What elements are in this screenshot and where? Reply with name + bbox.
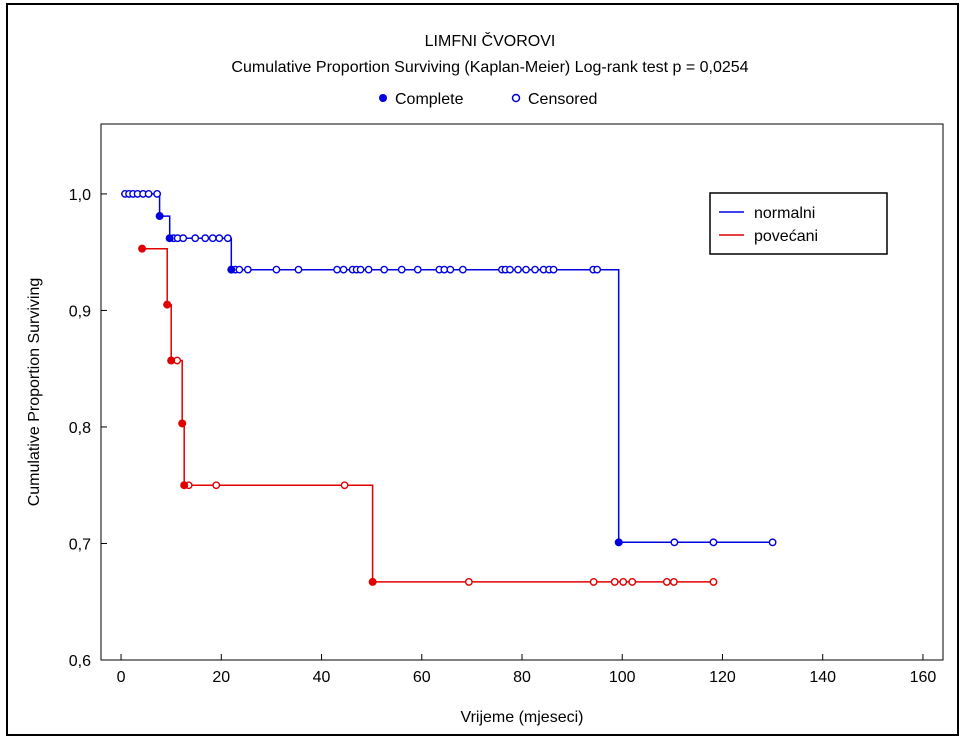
series-legend-box bbox=[709, 192, 888, 255]
complete-point-povecani bbox=[178, 419, 187, 428]
y-tick-label: 0,7 bbox=[69, 536, 91, 553]
censored-point-normalni bbox=[413, 265, 422, 274]
censored-point-normalni bbox=[380, 265, 389, 274]
complete-point-povecani bbox=[368, 577, 377, 586]
censored-point-normalni bbox=[593, 265, 602, 274]
censored-point-normalni bbox=[397, 265, 406, 274]
censored-point-normalni bbox=[243, 265, 252, 274]
legend-povecani-label: povećani bbox=[754, 228, 818, 245]
x-tick-label: 120 bbox=[709, 669, 736, 686]
censored-point-normalni bbox=[235, 265, 244, 274]
x-tick-label: 160 bbox=[910, 669, 937, 686]
x-tick-label: 80 bbox=[513, 669, 531, 686]
censored-point-normalni bbox=[144, 190, 153, 198]
censored-point-povecani bbox=[589, 578, 598, 586]
x-tick-label: 100 bbox=[609, 669, 636, 686]
censored-point-povecani bbox=[340, 481, 349, 490]
survival-curve-povecani bbox=[142, 247, 714, 583]
complete-point-normalni bbox=[165, 234, 174, 243]
complete-point-normalni bbox=[155, 212, 164, 221]
censored-point-normalni bbox=[531, 265, 539, 274]
chart-subtitle: Cumulative Proportion Surviving (Kaplan-… bbox=[231, 59, 748, 76]
censored-legend-label: Censored bbox=[528, 91, 597, 108]
complete-point-normalni bbox=[227, 265, 236, 274]
x-tick-label: 140 bbox=[809, 669, 836, 686]
chart-title: LIMFNI ČVOROVI bbox=[425, 31, 556, 50]
censored-point-povecani bbox=[212, 481, 221, 490]
censored-point-normalni bbox=[768, 538, 777, 547]
plot-series bbox=[121, 190, 777, 586]
y-axis-label: Cumulative Proportion Surviving bbox=[26, 278, 43, 507]
censored-point-normalni bbox=[364, 265, 373, 274]
censored-point-normalni bbox=[333, 265, 341, 274]
x-tick-label: 60 bbox=[413, 669, 431, 686]
x-axis: 0 20 40 60 80 100 120 140 160 bbox=[117, 654, 937, 686]
censored-point-normalni bbox=[223, 234, 232, 243]
marker-legend: Complete Censored bbox=[379, 91, 597, 108]
censored-point-povecani bbox=[669, 578, 678, 586]
legend-normalni-label: normalni bbox=[754, 205, 815, 222]
censored-point-normalni bbox=[179, 234, 188, 243]
complete-point-povecani bbox=[180, 481, 189, 490]
censored-point-normalni bbox=[294, 265, 303, 274]
censored-point-povecani bbox=[610, 578, 619, 586]
series-legend: normalni povećani bbox=[709, 192, 888, 255]
censored-point-normalni bbox=[549, 265, 558, 274]
censored-point-povecani bbox=[662, 578, 671, 586]
x-tick-label: 0 bbox=[117, 669, 126, 686]
y-tick-label: 0,6 bbox=[69, 653, 91, 670]
censored-point-povecani bbox=[709, 578, 718, 586]
censored-point-normalni bbox=[514, 265, 522, 274]
y-axis: 0,6 0,7 0,8 0,9 1,0 bbox=[69, 187, 107, 670]
complete-marker-icon bbox=[379, 94, 387, 102]
complete-point-normalni bbox=[614, 538, 623, 547]
censored-point-normalni bbox=[208, 234, 217, 243]
censored-point-normalni bbox=[522, 265, 530, 274]
y-tick-label: 0,8 bbox=[69, 420, 91, 437]
complete-legend-label: Complete bbox=[395, 91, 464, 108]
censored-point-normalni bbox=[272, 265, 281, 274]
censored-point-normalni bbox=[670, 538, 679, 547]
censored-point-normalni bbox=[153, 190, 162, 198]
x-tick-label: 40 bbox=[313, 669, 331, 686]
y-tick-label: 1,0 bbox=[69, 187, 91, 204]
censored-point-povecani bbox=[464, 578, 473, 586]
x-axis-label: Vrijeme (mjeseci) bbox=[461, 709, 584, 726]
complete-point-povecani bbox=[163, 300, 172, 309]
censored-point-normalni bbox=[339, 265, 348, 274]
censored-point-normalni bbox=[191, 234, 200, 243]
censored-point-normalni bbox=[201, 234, 210, 243]
censored-point-normalni bbox=[215, 234, 224, 243]
censored-point-normalni bbox=[458, 265, 467, 274]
complete-point-povecani bbox=[138, 244, 147, 253]
y-tick-label: 0,9 bbox=[69, 303, 91, 320]
survival-curve-normalni bbox=[121, 193, 773, 544]
complete-point-povecani bbox=[167, 356, 176, 365]
censored-point-normalni bbox=[709, 538, 718, 547]
km-survival-chart: LIMFNI ČVOROVI Cumulative Proportion Sur… bbox=[26, 31, 944, 726]
censored-point-povecani bbox=[628, 578, 637, 586]
censored-marker-icon bbox=[511, 93, 521, 103]
censored-point-normalni bbox=[506, 265, 514, 274]
censored-point-povecani bbox=[619, 578, 628, 586]
chart-frame: LIMFNI ČVOROVI Cumulative Proportion Sur… bbox=[6, 3, 959, 736]
censored-point-normalni bbox=[356, 265, 365, 274]
x-tick-label: 20 bbox=[212, 669, 230, 686]
censored-point-normalni bbox=[446, 265, 455, 274]
